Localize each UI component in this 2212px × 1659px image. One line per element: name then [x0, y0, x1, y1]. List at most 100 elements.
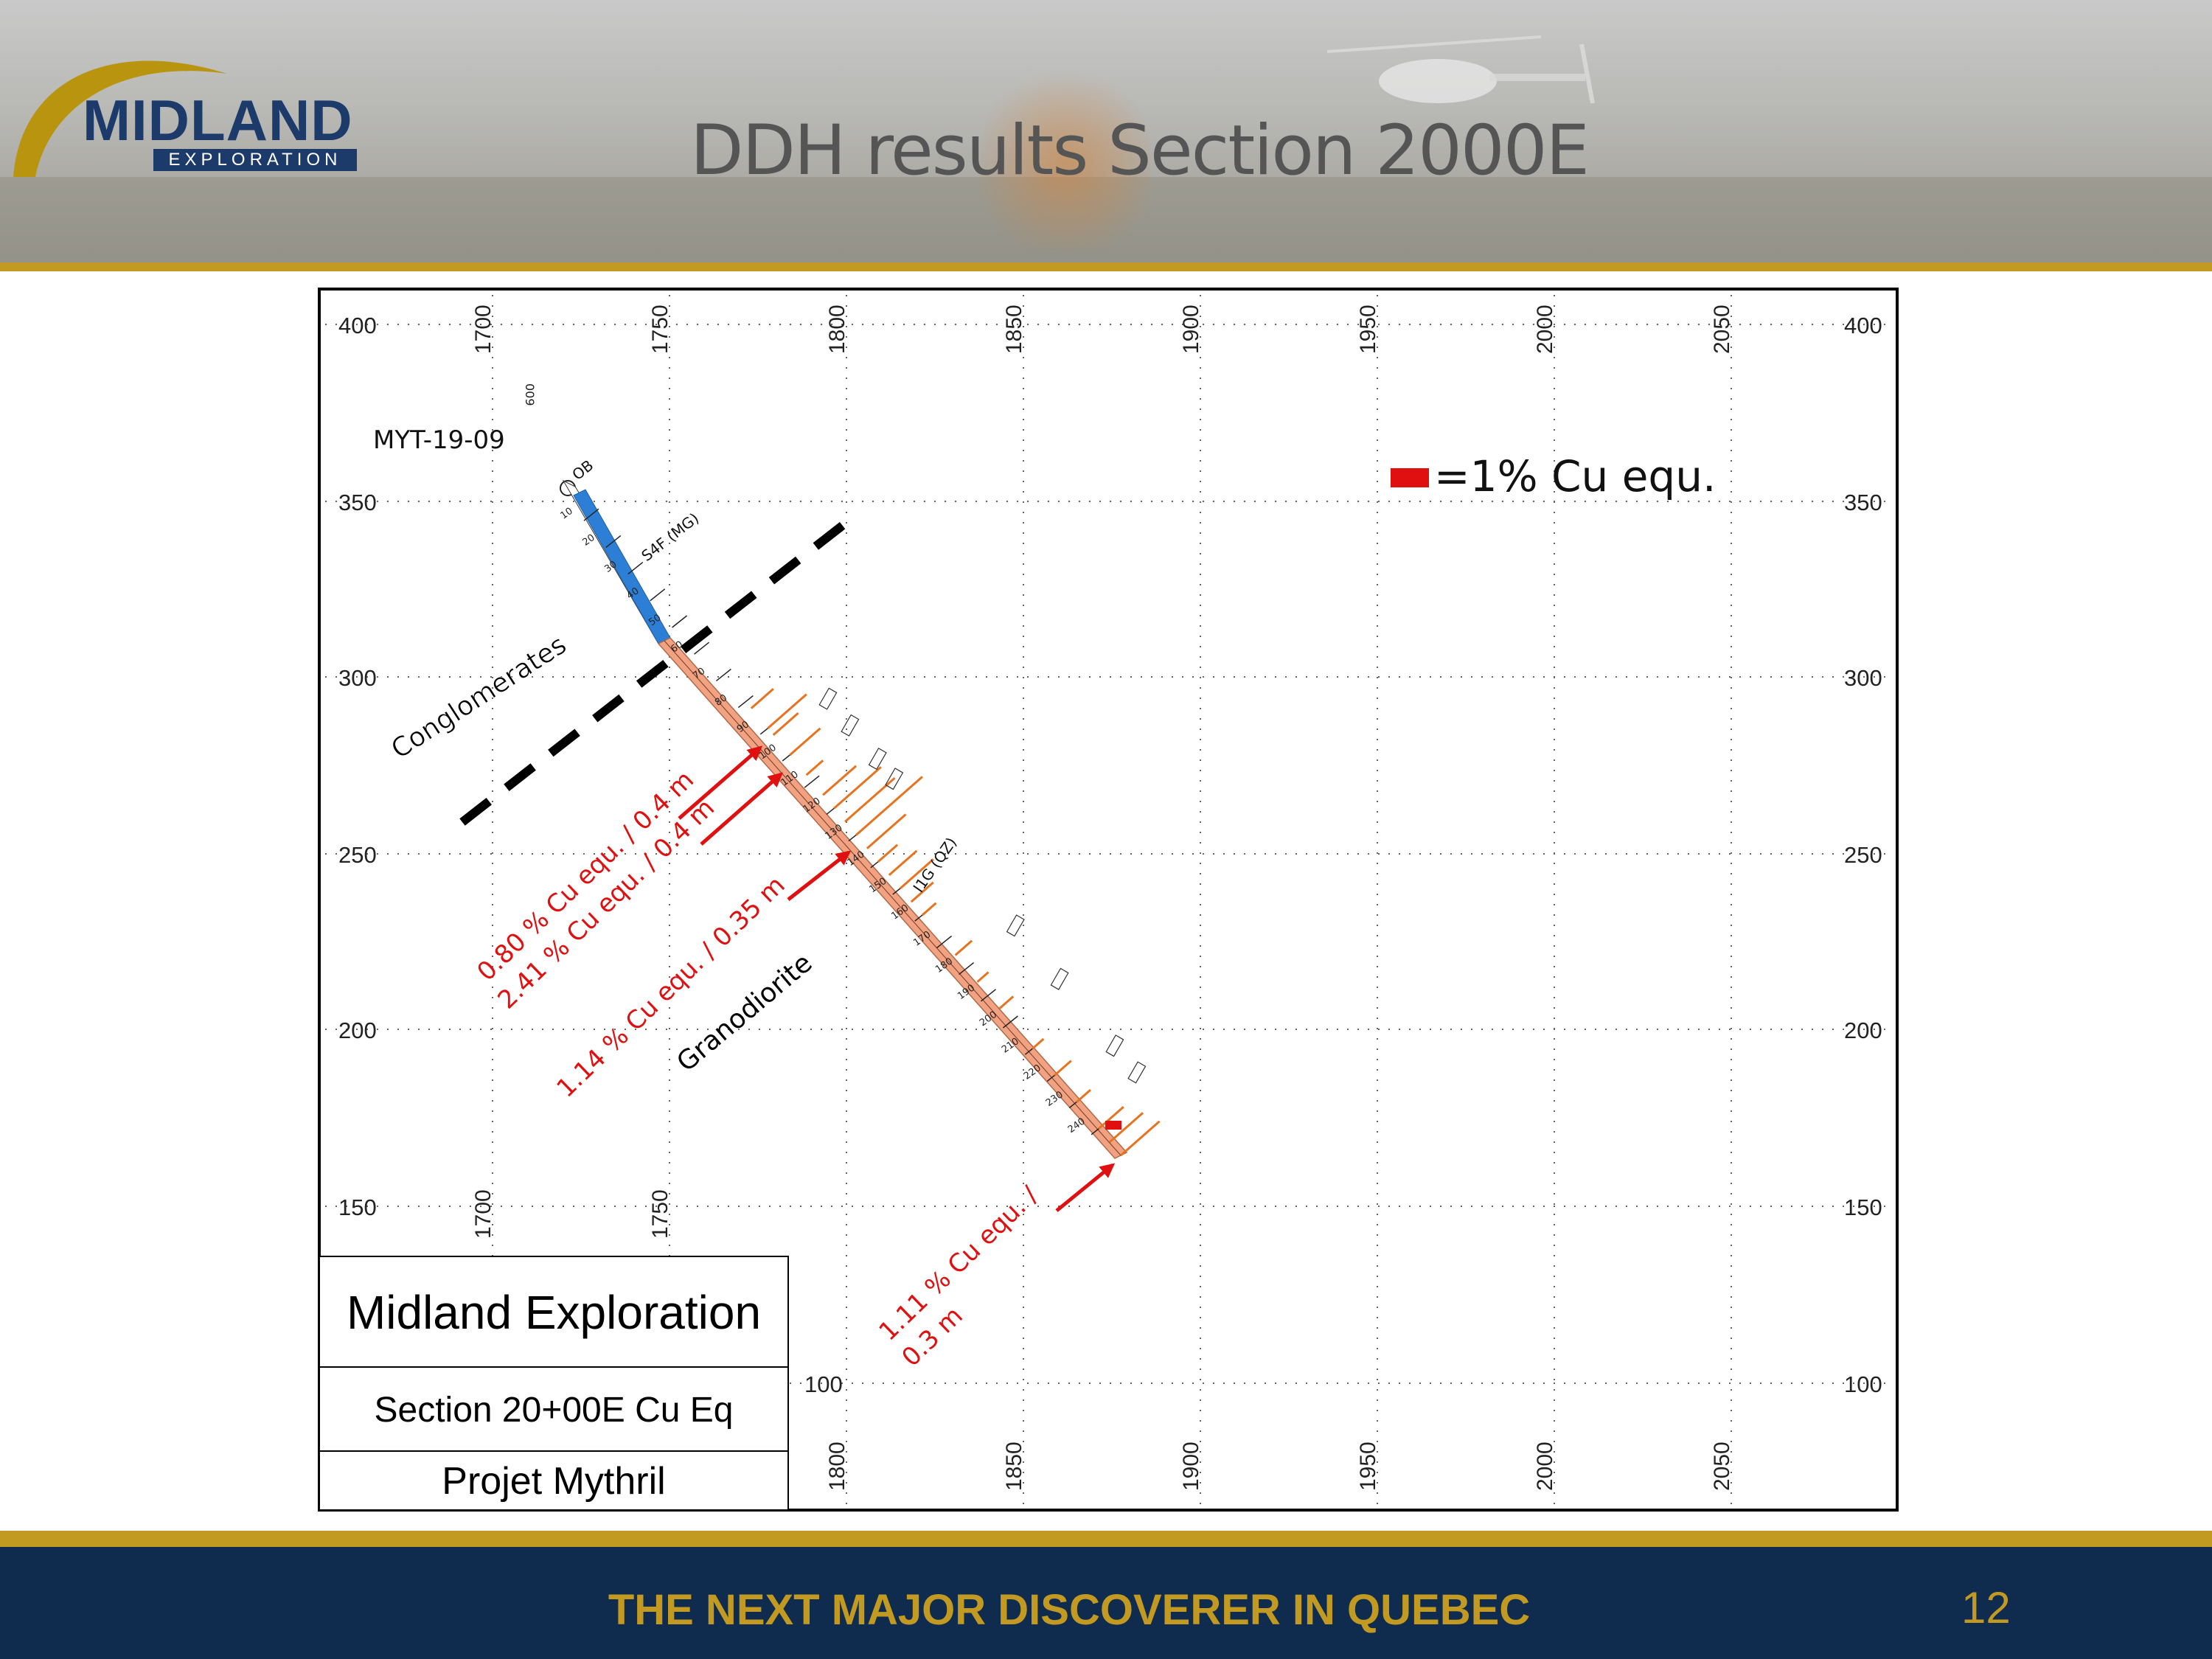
cu-bar	[866, 813, 907, 849]
y-tick-left: 100	[804, 1371, 843, 1397]
cu-bar	[1032, 1037, 1045, 1050]
y-tick-right: 250	[1844, 842, 1882, 868]
title-block: Midland Exploration Section 20+00E Cu Eq…	[319, 1256, 789, 1511]
legend-swatch	[1391, 468, 1429, 487]
x-tick-top: 1900	[1179, 305, 1203, 354]
cu-bar	[855, 776, 923, 836]
y-tick-right: 350	[1844, 490, 1882, 515]
depth-tick	[804, 775, 820, 788]
cu-bar	[877, 844, 899, 863]
contact-dashed-line	[459, 515, 855, 826]
depth-tick	[627, 562, 644, 575]
title-block-project: Projet Mythril	[442, 1460, 665, 1503]
intercept-arrow	[678, 745, 763, 820]
depth-tick	[605, 535, 622, 548]
drill-section-diagram: 400 350 300 250 200 150 100 400 350 300 …	[318, 288, 1899, 1512]
x-tick-top: 1700	[471, 305, 495, 354]
sample-box	[885, 768, 904, 790]
y-tick-right: 100	[1844, 1371, 1882, 1397]
y-tick-left: 300	[338, 665, 377, 691]
logo-brand: MIDLAND	[83, 88, 353, 153]
cu-bar	[822, 765, 858, 796]
cu-bar	[1054, 1060, 1072, 1077]
sample-box	[1050, 967, 1069, 990]
x-tick-mid: 1750	[648, 1189, 672, 1239]
sample-box	[1105, 1034, 1124, 1057]
footer-gold-band	[0, 1531, 2212, 1547]
x-tick-mid: 1700	[471, 1189, 495, 1239]
footer-tagline: THE NEXT MAJOR DISCOVERER IN QUEBEC	[608, 1586, 1531, 1634]
y-tick-right: 150	[1844, 1194, 1882, 1220]
x-tick-top: 2050	[1710, 305, 1734, 354]
x-tick-bottom: 1950	[1356, 1441, 1380, 1491]
depth-tick	[737, 695, 754, 709]
cu-equivalent-bars	[750, 688, 1161, 1157]
cu-bar	[772, 712, 799, 736]
x-tick-top: 1950	[1356, 305, 1380, 354]
sample-box	[868, 748, 887, 771]
cu-bar	[789, 727, 821, 757]
x-tick-top: 2000	[1533, 305, 1557, 354]
cu-bar	[805, 759, 824, 776]
logo-swoosh	[13, 60, 227, 177]
x-tick-bottom: 1850	[1002, 1441, 1026, 1491]
x-tick-bottom: 2050	[1710, 1441, 1734, 1491]
depth-tick	[715, 668, 731, 681]
sample-box	[841, 714, 860, 737]
cu-bar	[954, 939, 973, 956]
depth-tick	[672, 615, 688, 628]
depth-tick	[694, 641, 709, 655]
legend-label: =1% Cu equ.	[1434, 451, 1716, 501]
collar-label: 009	[523, 383, 537, 406]
depth-tick	[1002, 1015, 1018, 1029]
title-block-section: Section 20+00E Cu Eq	[374, 1391, 733, 1430]
depth-tick	[981, 989, 996, 1002]
cu-bar	[899, 858, 934, 890]
depth-tick	[650, 588, 666, 602]
sample-labels	[818, 687, 1147, 1084]
helicopter-silhouette	[1326, 35, 1595, 104]
hole-centerline	[664, 640, 1121, 1156]
header-gold-band	[0, 262, 2212, 271]
sample-box	[1127, 1061, 1147, 1084]
y-tick-right: 200	[1844, 1018, 1882, 1043]
y-tick-left: 150	[338, 1194, 377, 1220]
sample-box	[1006, 914, 1025, 937]
cu-bar	[1098, 1105, 1124, 1130]
cu-bar	[921, 902, 937, 917]
y-tick-right: 300	[1844, 665, 1882, 691]
title-block-company: Midland Exploration	[347, 1286, 761, 1339]
hole-id-label: MYT-19-09	[373, 425, 505, 455]
header-banner: MIDLAND EXPLORATION DDH results Section …	[0, 0, 2212, 262]
cu-bar	[1109, 1112, 1144, 1144]
background-photo-figure	[981, 59, 1150, 251]
cu-bar	[1120, 1120, 1161, 1157]
depth-tick	[959, 962, 975, 975]
depth-tick	[936, 935, 953, 948]
cu-bar	[767, 693, 807, 729]
y-tick-left: 350	[338, 490, 377, 515]
footer-bar	[0, 1531, 2212, 1659]
depth-tick	[583, 508, 599, 521]
cu-bar	[1076, 1088, 1091, 1103]
y-tick-left: 400	[338, 313, 377, 338]
x-tick-bottom: 2000	[1533, 1441, 1557, 1491]
y-tick-left: 250	[338, 842, 377, 868]
cu-bar-highlight	[1105, 1121, 1121, 1130]
sample-box	[818, 687, 838, 710]
x-tick-top: 1750	[648, 305, 672, 354]
cu-bar	[888, 849, 918, 877]
cu-bar	[998, 995, 1015, 1010]
drill-hole	[560, 479, 1128, 1159]
x-tick-bottom: 1800	[825, 1441, 849, 1491]
y-tick-left: 200	[338, 1018, 377, 1043]
cu-bar	[976, 971, 990, 983]
y-tick-right: 400	[1844, 313, 1882, 338]
x-tick-top: 1850	[1002, 305, 1026, 354]
cu-bar	[833, 766, 882, 810]
x-tick-top: 1800	[825, 305, 849, 354]
logo-subtitle: EXPLORATION	[153, 149, 357, 171]
cu-bar	[910, 881, 934, 903]
intercept-arrow	[700, 772, 784, 846]
cu-bar	[750, 688, 774, 709]
